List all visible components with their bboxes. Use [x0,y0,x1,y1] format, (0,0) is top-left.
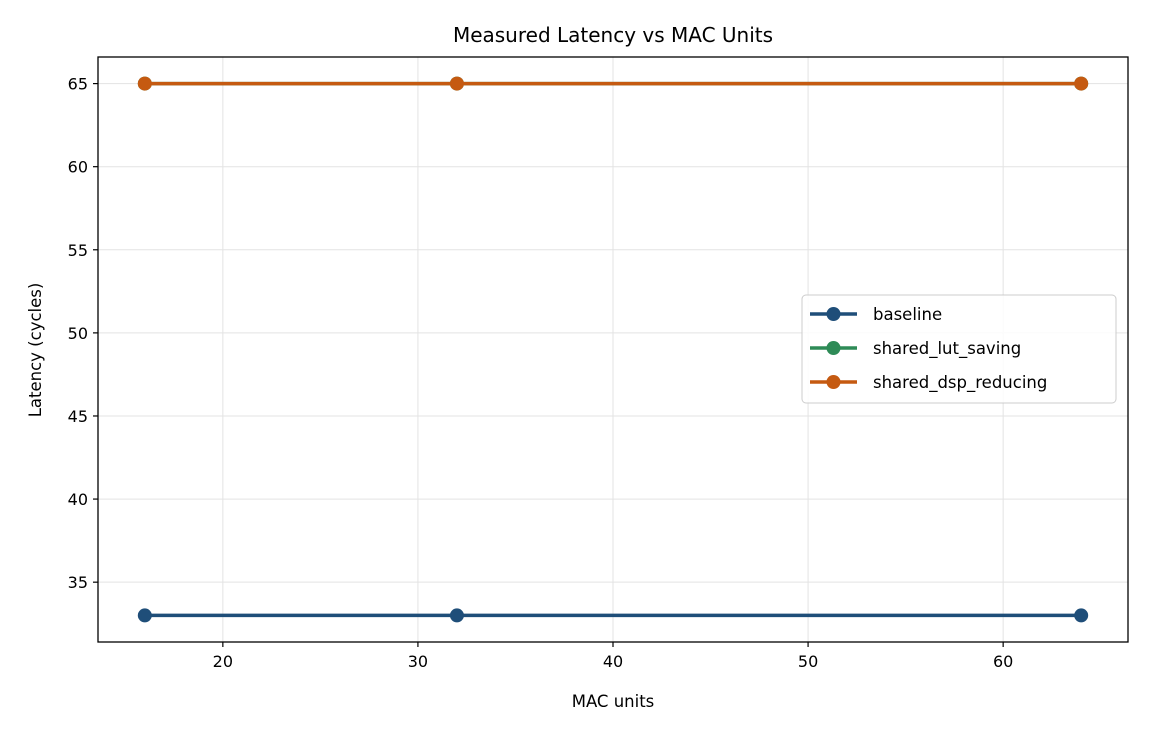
series-shared_dsp_reducing [137,76,1089,91]
legend-marker-icon [826,375,841,389]
x-axis-ticks: 20 30 40 50 60 [213,642,1013,671]
y-tick-label: 35 [68,573,88,592]
data-point-marker [137,608,152,623]
y-tick-label: 50 [68,324,88,343]
legend-marker-icon [826,307,841,321]
x-tick-label: 60 [993,652,1013,671]
legend-item: baseline [810,305,942,324]
y-axis-ticks: 35 40 45 50 55 60 65 [68,75,98,592]
legend-label: shared_lut_saving [873,339,1021,359]
y-axis-label: Latency (cycles) [26,283,45,418]
data-point-marker [1074,608,1089,623]
y-tick-label: 40 [68,490,88,509]
y-tick-label: 55 [68,241,88,260]
legend-item: shared_dsp_reducing [810,373,1047,393]
legend-item: shared_lut_saving [810,339,1021,359]
legend-marker-icon [826,341,841,355]
y-tick-label: 60 [68,158,88,177]
x-tick-label: 50 [798,652,818,671]
x-axis-label: MAC units [572,692,655,711]
x-tick-label: 20 [213,652,233,671]
x-tick-label: 30 [408,652,428,671]
legend: baseline shared_lut_saving shared_dsp_redu… [801,294,1117,404]
series-baseline [137,608,1089,623]
chart-title: Measured Latency vs MAC Units [453,23,773,47]
x-tick-label: 40 [603,652,623,671]
data-point-marker [449,608,464,623]
y-tick-label: 45 [68,407,88,426]
data-point-marker [137,76,152,91]
data-point-marker [1074,76,1089,91]
y-tick-label: 65 [68,75,88,94]
series-group [137,76,1089,623]
legend-label: shared_dsp_reducing [873,373,1047,393]
data-point-marker [449,76,464,91]
legend-box [801,294,1117,404]
legend-label: baseline [873,305,942,324]
